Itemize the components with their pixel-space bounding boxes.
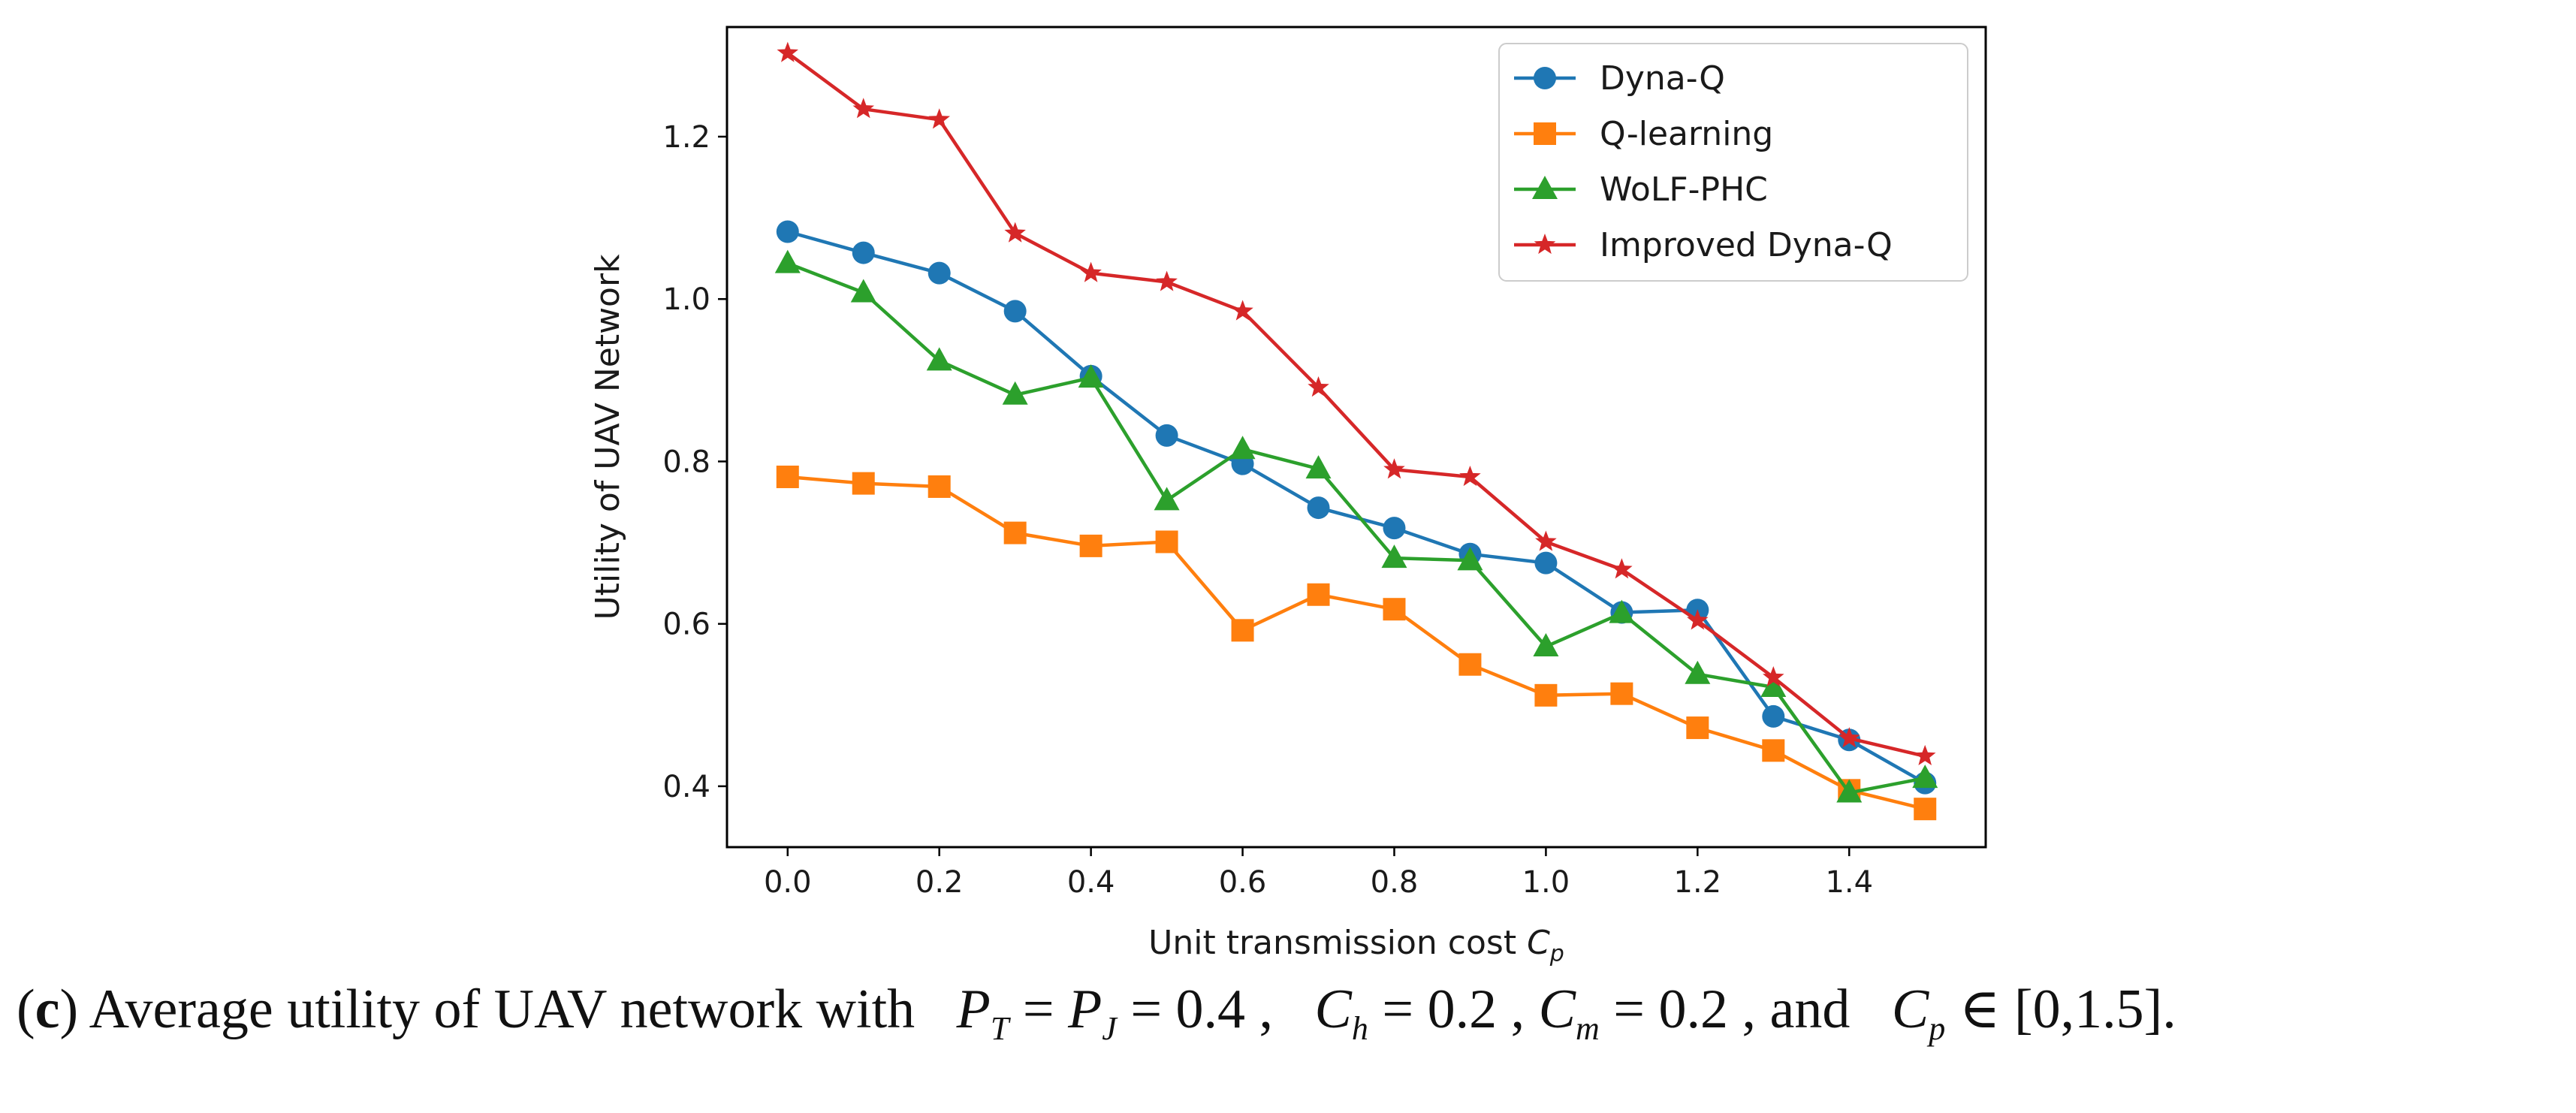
figure-caption: (c) Average utility of UAV network with … (17, 979, 2176, 1047)
legend-label: Q-learning (1600, 115, 1773, 153)
data-point (852, 472, 875, 495)
data-point (1534, 551, 1558, 575)
y-tick-label: 1.2 (662, 120, 710, 155)
data-point (774, 249, 801, 273)
series-line (787, 230, 1926, 785)
data-point (1002, 381, 1028, 405)
data-point (1381, 544, 1407, 569)
data-point (852, 98, 874, 119)
data-point (1914, 744, 1936, 765)
data-point (1004, 222, 1026, 243)
series-improved-dyna-q (777, 41, 1936, 765)
series-layer (774, 41, 1938, 821)
data-point (1155, 424, 1178, 447)
series-q-learning (776, 465, 1937, 821)
legend-label: Improved Dyna-Q (1600, 226, 1893, 264)
data-point (1686, 716, 1709, 740)
data-point (928, 261, 951, 285)
data-point (776, 220, 799, 243)
legend-box (1498, 43, 1968, 282)
data-point (1763, 666, 1784, 687)
y-tick-label: 1.0 (662, 282, 710, 317)
data-point (777, 41, 798, 62)
x-tick-label: 0.8 (1371, 865, 1419, 900)
legend-entry: Improved Dyna-Q (1514, 226, 1893, 264)
x-tick-label: 1.4 (1825, 865, 1873, 900)
data-point (1154, 487, 1180, 511)
data-point (1912, 765, 1938, 789)
data-point (1836, 779, 1863, 803)
data-point (1685, 660, 1711, 684)
data-point (1762, 739, 1785, 762)
data-point (1535, 530, 1557, 551)
series-line (786, 261, 1926, 795)
data-point (1383, 598, 1406, 621)
legend-label: Dyna-Q (1600, 59, 1725, 98)
data-point (1458, 653, 1482, 676)
data-point (1611, 558, 1633, 579)
legend-marker (1534, 67, 1556, 89)
data-point (1003, 521, 1027, 544)
x-tick-label: 1.0 (1522, 865, 1570, 900)
data-point (928, 108, 950, 129)
x-tick-label: 0.4 (1067, 865, 1115, 900)
data-point (1760, 674, 1787, 698)
data-point (1914, 798, 1937, 821)
data-point (1459, 466, 1481, 487)
data-point (1079, 534, 1102, 557)
legend-entry: WoLF-PHC (1514, 170, 1768, 209)
y-axis-label: Utility of UAV Network (589, 254, 627, 620)
legend-marker (1532, 176, 1558, 199)
y-axis-ticks: 0.4 0.6 0.8 1.0 1.2 (662, 120, 727, 804)
legend-entry: Dyna-Q (1514, 59, 1725, 98)
caption-label: c (35, 979, 60, 1040)
line-chart: 0.0 0.2 0.4 0.6 0.8 1.0 1.2 1.4 0.4 0.6 0.8 1.0 1.2… (589, 26, 1987, 967)
series-line (787, 475, 1926, 811)
series-line (786, 51, 1926, 759)
data-point (1762, 704, 1785, 728)
data-point (1457, 547, 1483, 571)
data-point (1232, 300, 1253, 321)
data-point (1383, 458, 1405, 479)
data-point (1610, 682, 1633, 705)
data-point (1838, 727, 1860, 748)
legend-marker (1534, 122, 1556, 145)
legend-entry: Q-learning (1514, 115, 1773, 153)
data-point (1534, 683, 1558, 707)
data-point (1308, 376, 1329, 397)
data-point (1383, 517, 1406, 540)
y-tick-label: 0.8 (662, 445, 710, 479)
data-point (1078, 364, 1104, 388)
data-point (1305, 455, 1332, 479)
data-point (850, 279, 876, 303)
data-point (1307, 583, 1330, 606)
data-point (1609, 599, 1635, 623)
legend-label: WoLF-PHC (1600, 170, 1768, 209)
data-point (1003, 300, 1027, 323)
y-tick-label: 0.6 (662, 608, 710, 642)
x-tick-label: 0.2 (915, 865, 964, 900)
data-point (928, 475, 951, 498)
data-point (1307, 496, 1330, 520)
data-point (1231, 619, 1254, 642)
x-tick-label: 0.6 (1219, 865, 1267, 900)
data-point (1229, 436, 1256, 460)
y-tick-label: 0.4 (662, 770, 710, 804)
data-point (1155, 530, 1178, 553)
data-point (1156, 270, 1178, 291)
legend: Dyna-Q Q-learning WoLF-PHC Improved Dyna-Q (1498, 43, 1968, 282)
data-point (1080, 261, 1102, 282)
data-point (852, 241, 875, 264)
data-point (1533, 632, 1559, 656)
x-axis-label: Unit transmission cost Cp (1148, 924, 1564, 967)
series-wolf-phc (774, 249, 1938, 803)
data-point (1687, 609, 1709, 630)
data-point (926, 347, 952, 371)
x-tick-label: 0.0 (764, 865, 812, 900)
data-point (776, 465, 799, 488)
x-axis-ticks: 0.0 0.2 0.4 0.6 0.8 1.0 1.2 1.4 (764, 847, 1873, 900)
caption-text: Average utility of UAV network with (78, 979, 915, 1040)
legend-marker (1534, 234, 1556, 255)
x-tick-label: 1.2 (1674, 865, 1722, 900)
